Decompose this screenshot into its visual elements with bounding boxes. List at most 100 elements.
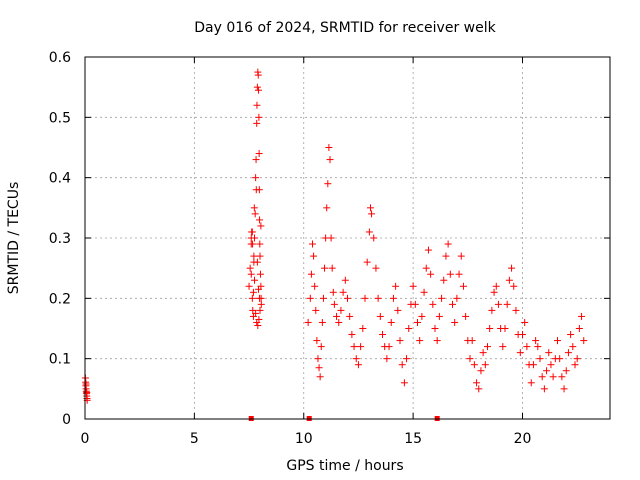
- data-point: [459, 282, 467, 290]
- data-point: [385, 343, 393, 351]
- data-point: [435, 312, 443, 320]
- data-point: [534, 343, 542, 351]
- data-point: [501, 325, 509, 332]
- data-point: [536, 355, 544, 363]
- data-point: [354, 361, 362, 369]
- data-point: [466, 355, 474, 363]
- data-point: [249, 306, 257, 314]
- data-point: [488, 306, 496, 314]
- data-point: [251, 276, 259, 284]
- data-point: [562, 367, 570, 375]
- data-point: [394, 306, 402, 314]
- data-point: [468, 337, 476, 345]
- data-point: [318, 318, 326, 326]
- data-point: [314, 355, 322, 363]
- data-point: [379, 331, 386, 339]
- data-point: [359, 325, 367, 332]
- data-point: [387, 318, 395, 326]
- data-point: [341, 276, 349, 284]
- data-point: [481, 361, 489, 369]
- data-point: [82, 380, 90, 388]
- data-point: [398, 361, 406, 369]
- data-point: [368, 210, 376, 218]
- data-point: [569, 343, 577, 351]
- data-point: [321, 264, 329, 272]
- data-point: [307, 270, 315, 278]
- data-point: [327, 234, 335, 242]
- data-point: [503, 300, 511, 308]
- data-point: [529, 361, 537, 369]
- data-point: [247, 234, 255, 242]
- data-point: [440, 276, 448, 284]
- data-point: [490, 288, 498, 296]
- data-point: [374, 294, 382, 302]
- data-point: [348, 331, 356, 339]
- data-point: [247, 270, 255, 278]
- data-point: [453, 294, 461, 302]
- data-point: [416, 337, 424, 345]
- data-point: [253, 119, 261, 127]
- data-point: [311, 282, 319, 290]
- data-point: [248, 228, 256, 236]
- y-tick-label: 0.2: [49, 291, 71, 307]
- data-point: [527, 379, 535, 387]
- data-point: [254, 71, 262, 79]
- data-point: [339, 288, 347, 296]
- data-point: [337, 306, 345, 314]
- data-point: [505, 276, 513, 284]
- data-point: [510, 282, 518, 290]
- data-point: [547, 361, 555, 369]
- data-point: [424, 246, 432, 254]
- data-point: [372, 264, 380, 272]
- data-point: [361, 294, 369, 302]
- data-point: [365, 228, 373, 236]
- data-point: [560, 385, 568, 393]
- data-point: [532, 337, 540, 345]
- data-point: [414, 318, 421, 326]
- data-point: [249, 240, 257, 248]
- data-point: [455, 270, 463, 278]
- data-point: [315, 364, 323, 372]
- data-point: [346, 312, 354, 320]
- data-point: [389, 294, 397, 302]
- data-point: [409, 282, 417, 290]
- data-point: [473, 379, 481, 387]
- data-point: [429, 300, 437, 308]
- data-point: [357, 343, 365, 351]
- data-point: [403, 355, 411, 363]
- y-axis-label: SRMTID / TECUs: [6, 182, 22, 295]
- data-point: [564, 349, 572, 357]
- data-point: [573, 355, 581, 363]
- data-point: [252, 156, 260, 164]
- data-point: [479, 349, 487, 357]
- data-point: [250, 204, 258, 212]
- x-tick-label: 15: [404, 431, 422, 447]
- data-point: [575, 325, 583, 332]
- y-tick-label: 0: [62, 412, 71, 428]
- data-point: [543, 367, 551, 375]
- data-point: [255, 150, 263, 158]
- data-point: [256, 306, 264, 314]
- data-points: [81, 68, 588, 421]
- data-point: [256, 294, 264, 302]
- data-point: [370, 234, 378, 242]
- data-point: [252, 174, 260, 182]
- data-point: [567, 331, 575, 339]
- x-tick-label: 10: [295, 431, 313, 447]
- data-point: [376, 312, 384, 320]
- data-point: [508, 264, 516, 272]
- data-point: [492, 282, 500, 290]
- plot-frame: [84, 56, 611, 420]
- data-point: [329, 288, 337, 296]
- data-point: [545, 349, 553, 357]
- data-point: [256, 270, 264, 278]
- data-point: [400, 379, 408, 387]
- y-tick-label: 0.4: [49, 171, 71, 187]
- data-point: [253, 83, 261, 91]
- data-point: [433, 337, 441, 345]
- data-point: [248, 294, 256, 302]
- data-point: [254, 285, 262, 293]
- data-point: [257, 300, 265, 308]
